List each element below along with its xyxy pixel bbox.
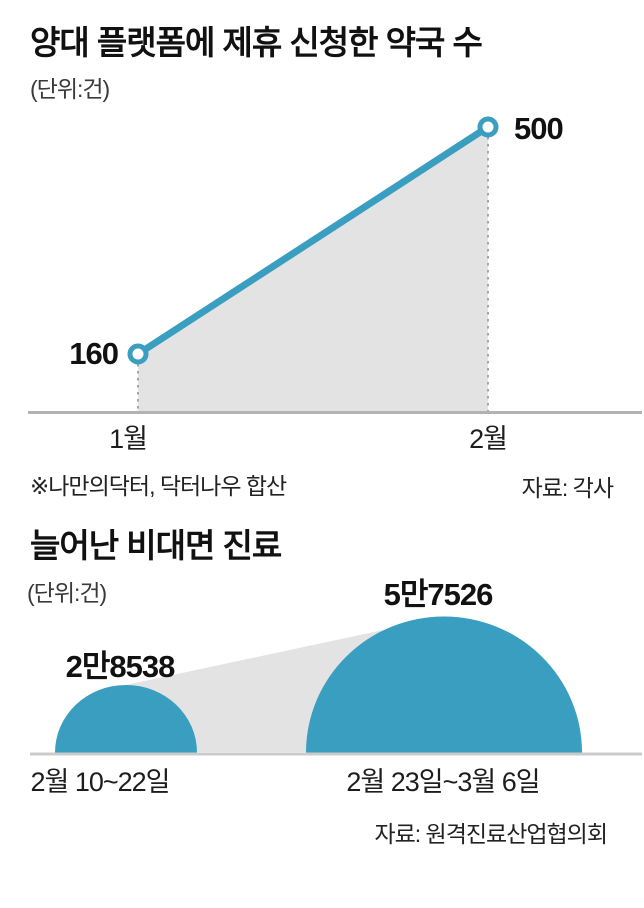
- chart2-xlabel-small: 2월 10~22일: [30, 767, 169, 797]
- chart1-area-fill: [138, 127, 488, 411]
- chart1-footnote: ※나만의닥터, 닥터나우 합산: [30, 473, 287, 499]
- chart2-title: 늘어난 비대면 진료: [30, 527, 282, 564]
- chart2-value-small: 2만8538: [66, 649, 175, 684]
- chart1-trend-line: [134, 123, 492, 358]
- chart1-marker-jan: [127, 343, 149, 365]
- chart1-xlabel-jan: 1월: [109, 424, 147, 454]
- chart2-plot: 2만8538 5만7526 2월 10~22일 2월 23일~3월 6일: [30, 577, 642, 797]
- chart1-value-feb: 500: [514, 111, 563, 146]
- chart1-unit-label: (단위:건): [30, 76, 110, 102]
- chart2-unit-label: (단위:건): [27, 580, 107, 606]
- chart1-marker-feb: [477, 116, 499, 138]
- chart2-source: 자료: 원격진료산업협의회: [374, 821, 608, 847]
- chart2-semicircle-large: [306, 616, 582, 753]
- chart1-xlabel-feb: 2월: [469, 424, 507, 454]
- chart1-value-jan: 160: [69, 336, 118, 371]
- chart1-plot: 160 500 1월 2월: [28, 111, 642, 454]
- chart2-value-large: 5만7526: [384, 577, 493, 612]
- chart1-title: 양대 플랫폼에 제휴 신청한 약국 수: [30, 24, 483, 61]
- chart1-source: 자료: 각사: [521, 475, 614, 501]
- chart2-semicircle-small: [55, 685, 197, 753]
- chart2-xlabel-large: 2월 23일~3월 6일: [346, 767, 539, 797]
